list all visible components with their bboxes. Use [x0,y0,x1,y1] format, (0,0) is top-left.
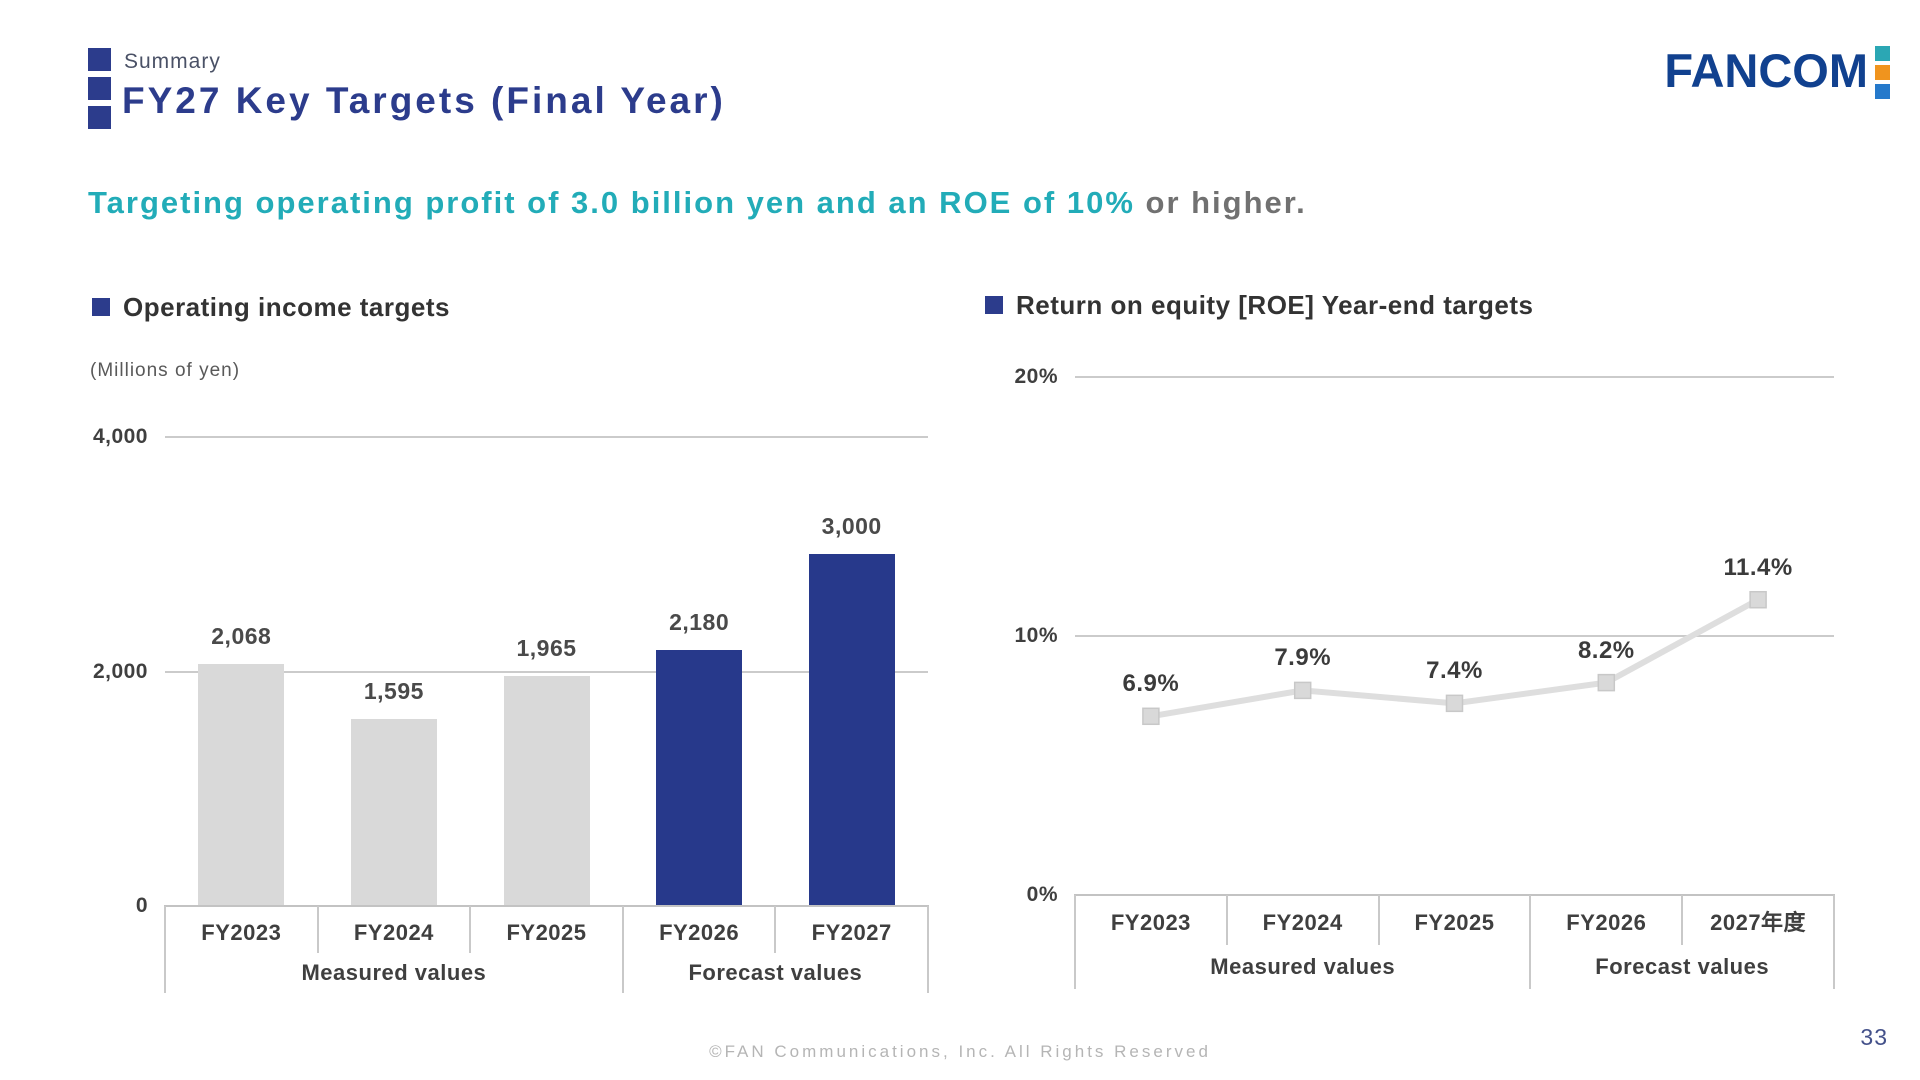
bar-chart-title-text: Operating income targets [123,292,450,322]
x-axis-year-cell: FY2023 [201,920,282,945]
point-value-label: 6.9% [1122,670,1180,698]
x-axis-group-cell: Forecast values [688,960,863,985]
x-axis-year-cell: FY2026 [1566,910,1647,935]
bar-chart-title: Operating income targets [92,292,450,323]
page-title: FY27 Key Targets (Final Year) [122,80,726,121]
bar-value-label: 1,595 [363,677,424,704]
header-accent-square-1 [88,48,111,71]
table-divider [1529,895,1532,989]
x-axis-year-cell: FY2025 [1414,910,1495,935]
gridline [165,436,928,438]
logo-square-orange [1875,65,1890,80]
bar [656,650,743,906]
bar-value-label: 2,068 [211,622,272,649]
line-marker-icon [1597,673,1616,692]
lead-suffix: or higher. [1134,185,1307,220]
table-tick [774,906,777,953]
lead-sentence: Targeting operating profit of 3.0 billio… [88,185,1307,221]
bar-chart-unit-label: (Millions of yen) [90,360,241,381]
table-tick [1681,895,1684,945]
table-divider [1833,895,1835,989]
bar-value-label: 3,000 [821,513,882,540]
line-chart-title-text: Return on equity [ROE] Year-end targets [1016,290,1534,320]
logo-square-teal [1875,46,1890,61]
fancom-logo-text: FANCOM [1664,44,1868,97]
gridline [1075,376,1834,378]
gridline [165,670,928,673]
table-divider [621,906,624,993]
point-value-label: 11.4% [1723,553,1793,581]
square-bullet-icon [92,298,110,316]
line-marker-icon [1749,590,1767,609]
header-accent-square-2 [88,77,111,100]
point-value-label: 7.4% [1426,657,1483,685]
y-axis-label: 10% [1014,624,1058,647]
point-value-label: 7.9% [1274,644,1332,672]
roe-line-svg [1142,590,1767,726]
table-tick [316,906,319,953]
x-axis-year-cell: 2027年度 [1710,910,1807,935]
bar-value-label: 1,965 [516,634,577,661]
y-axis-label: 0% [1026,883,1058,906]
table-divider [927,906,929,993]
x-axis-year-cell: FY2027 [811,920,892,945]
table-tick [1377,895,1380,945]
x-axis-line [1074,894,1835,896]
table-divider [1074,895,1076,989]
bar [350,718,437,906]
x-axis-year-cell: FY2023 [1110,910,1191,935]
square-bullet-icon [985,296,1003,314]
x-axis-group-cell: Measured values [1210,954,1396,979]
x-axis-group-cell: Measured values [301,960,487,985]
copyright-notice: ©FAN Communications, Inc. All Rights Res… [709,1042,1211,1061]
line-marker-icon [1293,681,1312,700]
line-chart-title: Return on equity [ROE] Year-end targets [985,290,1533,321]
line-marker-icon [1445,694,1464,713]
page-number: 33 [1860,1024,1888,1050]
lead-highlight: Targeting operating profit of 3.0 billio… [88,185,1135,220]
x-axis-year-cell: FY2026 [659,920,740,945]
bar [503,675,590,906]
logo-square-blue [1875,84,1890,99]
fancom-logo: FANCOM [1664,42,1890,99]
gridline [1075,635,1834,637]
table-tick [469,906,472,953]
x-axis-year-cell: FY2024 [353,920,434,945]
x-axis-group-cell: Forecast values [1595,954,1770,979]
fancom-logo-squares-icon [1875,42,1890,99]
y-axis-label: 2,000 [92,659,148,683]
x-axis-year-cell: FY2025 [506,920,587,945]
x-axis-year-cell: FY2024 [1262,910,1343,935]
y-axis-label: 20% [1014,365,1058,388]
x-axis-line [164,905,929,907]
bar [198,663,285,906]
point-value-label: 8.2% [1577,636,1635,664]
y-axis-label: 4,000 [92,425,148,448]
slide-eyebrow: Summary [124,50,221,73]
line-marker-icon [1142,707,1160,726]
table-divider [164,906,166,993]
header-accent-square-3 [88,106,111,129]
bar [808,554,895,906]
y-axis-label: 0 [135,894,148,917]
table-tick [1225,895,1228,945]
bar-value-label: 2,180 [669,609,730,636]
